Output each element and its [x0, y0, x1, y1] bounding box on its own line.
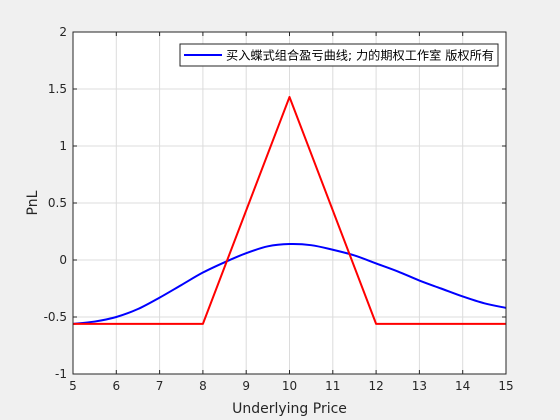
x-tick-label: 15	[498, 379, 513, 393]
legend-box	[179, 43, 499, 67]
x-axis-label: Underlying Price	[232, 401, 347, 417]
x-tick-label: 8	[199, 379, 207, 393]
series-layer	[72, 95, 507, 325]
x-tick-label: 6	[112, 379, 120, 393]
x-axis: 5 6 7 8 9 10 11 12 13 14 15	[69, 32, 514, 393]
x-tick-label: 5	[69, 379, 77, 393]
y-axis-label: PnL	[25, 190, 41, 215]
x-tick-label: 14	[455, 379, 470, 393]
x-tick-label: 11	[325, 379, 340, 393]
series-line-1	[73, 95, 506, 325]
x-tick-label: 7	[156, 379, 164, 393]
x-tick-label: 12	[368, 379, 383, 393]
y-tick-label: 1	[59, 139, 67, 153]
y-axis: -1 -0.5 0 0.5 1 1.5 2	[44, 25, 506, 381]
y-tick-label: 0.5	[48, 196, 67, 210]
series-line-0	[72, 242, 507, 325]
y-tick-label: -1	[55, 367, 67, 381]
x-tick-label: 10	[282, 379, 297, 393]
y-tick-label: 0	[59, 253, 67, 267]
x-tick-label: 13	[412, 379, 427, 393]
x-tick-label: 9	[242, 379, 250, 393]
legend: 买入蝶式组合盈亏曲线; 力的期权工作室 版权所有	[179, 43, 499, 67]
legend-entry: 买入蝶式组合盈亏曲线; 力的期权工作室 版权所有	[226, 48, 494, 63]
y-tick-label: 1.5	[48, 82, 67, 96]
y-tick-label: -0.5	[44, 310, 67, 324]
y-tick-label: 2	[59, 25, 67, 39]
